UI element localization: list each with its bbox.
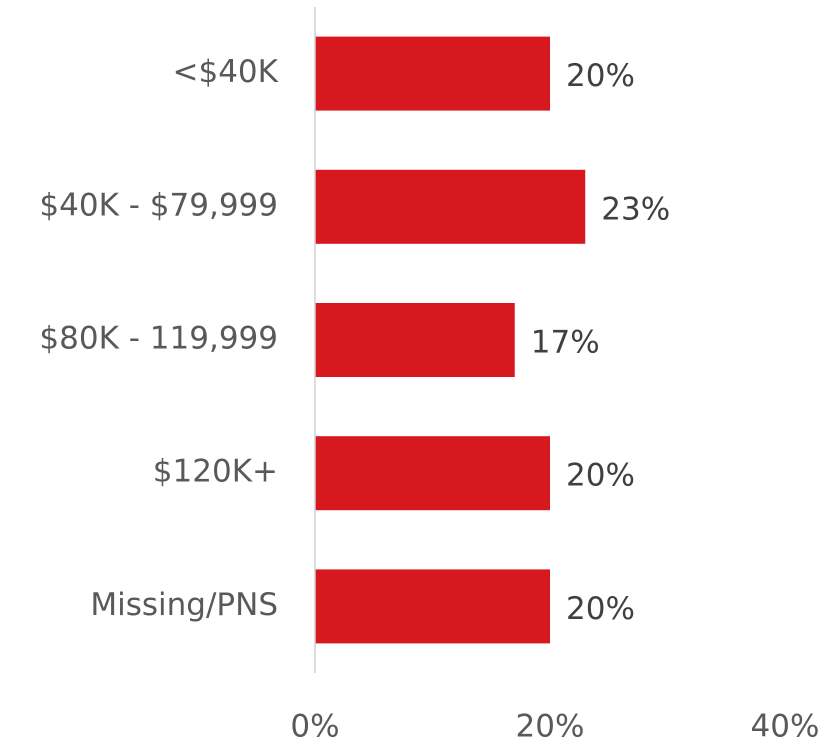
y-tick-label: $80K - 119,999 bbox=[39, 321, 278, 357]
x-tick-label: 40% bbox=[751, 709, 820, 745]
x-tick-label: 0% bbox=[290, 709, 339, 745]
y-tick-label: $120K+ bbox=[153, 454, 278, 490]
bar bbox=[315, 36, 550, 111]
bar bbox=[315, 569, 550, 644]
bar bbox=[315, 169, 586, 244]
bar bbox=[315, 436, 550, 511]
y-tick-label: $40K - $79,999 bbox=[39, 187, 278, 223]
value-label: 17% bbox=[531, 325, 600, 361]
y-tick-label: <$40K bbox=[173, 54, 279, 90]
value-label: 20% bbox=[566, 458, 635, 494]
value-label: 20% bbox=[566, 591, 635, 627]
x-tick-label: 20% bbox=[516, 709, 585, 745]
bar bbox=[315, 303, 515, 377]
value-label: 20% bbox=[566, 58, 635, 94]
value-label: 23% bbox=[601, 191, 670, 227]
y-tick-label: Missing/PNS bbox=[90, 587, 278, 623]
